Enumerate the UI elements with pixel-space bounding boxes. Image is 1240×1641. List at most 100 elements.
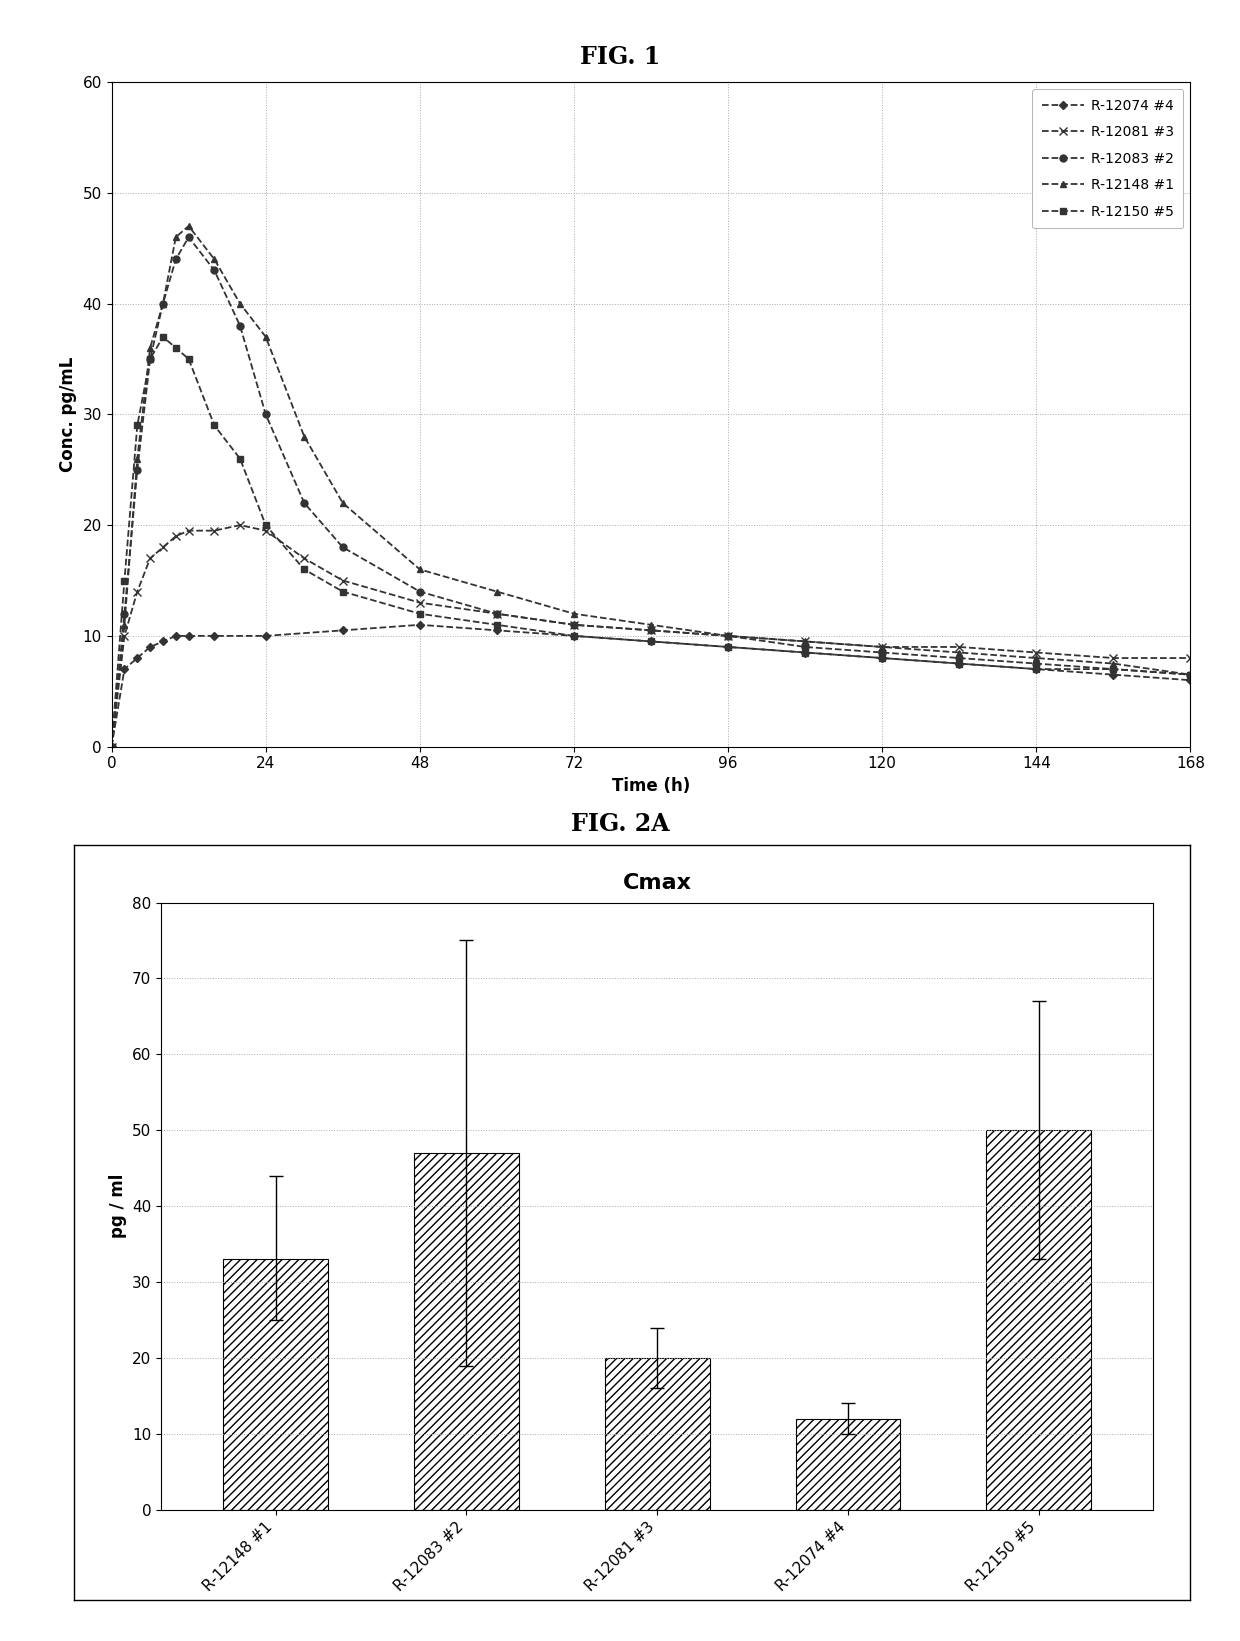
R-12148 #1 (1183, 665, 1198, 684)
Text: FIG. 1: FIG. 1 (580, 46, 660, 69)
R-12083 #2 (296, 492, 311, 512)
R-12081 #3 (874, 637, 889, 656)
R-12083 #2 (1106, 660, 1121, 679)
R-12148 #1 (335, 492, 350, 512)
R-12074 #4 (720, 637, 735, 656)
R-12148 #1 (720, 625, 735, 645)
R-12074 #4 (413, 615, 428, 635)
R-12150 #5 (233, 448, 248, 469)
R-12083 #2 (181, 226, 196, 246)
R-12083 #2 (104, 737, 119, 757)
R-12081 #3 (155, 538, 170, 558)
R-12148 #1 (130, 448, 145, 469)
Y-axis label: Conc. pg/mL: Conc. pg/mL (60, 356, 77, 473)
R-12083 #2 (1183, 665, 1198, 684)
R-12074 #4 (155, 632, 170, 651)
R-12083 #2 (117, 604, 131, 624)
R-12074 #4 (130, 648, 145, 668)
Bar (605, 1359, 709, 1510)
R-12074 #4 (1106, 665, 1121, 684)
R-12074 #4 (335, 620, 350, 640)
R-12150 #5 (169, 338, 184, 358)
R-12074 #4 (117, 660, 131, 679)
R-12148 #1 (233, 294, 248, 313)
R-12148 #1 (207, 249, 222, 269)
R-12074 #4 (874, 648, 889, 668)
R-12074 #4 (104, 737, 119, 757)
R-12083 #2 (952, 648, 967, 668)
R-12081 #3 (413, 592, 428, 612)
R-12081 #3 (335, 571, 350, 591)
R-12074 #4 (1183, 670, 1198, 689)
R-12150 #5 (130, 415, 145, 435)
Line: R-12148 #1: R-12148 #1 (108, 223, 1194, 750)
R-12148 #1 (296, 427, 311, 446)
R-12074 #4 (644, 632, 658, 651)
R-12083 #2 (490, 604, 505, 624)
Bar (796, 1418, 900, 1510)
R-12148 #1 (567, 604, 582, 624)
R-12074 #4 (567, 625, 582, 645)
R-12150 #5 (155, 327, 170, 346)
R-12083 #2 (233, 315, 248, 335)
R-12083 #2 (720, 625, 735, 645)
R-12150 #5 (296, 560, 311, 579)
R-12150 #5 (567, 625, 582, 645)
R-12150 #5 (644, 632, 658, 651)
R-12150 #5 (207, 415, 222, 435)
Bar (986, 1131, 1091, 1510)
R-12081 #3 (567, 615, 582, 635)
R-12150 #5 (490, 615, 505, 635)
R-12150 #5 (952, 653, 967, 673)
R-12081 #3 (490, 604, 505, 624)
Line: R-12083 #2: R-12083 #2 (108, 233, 1194, 750)
R-12081 #3 (143, 548, 157, 568)
R-12150 #5 (143, 350, 157, 369)
R-12083 #2 (874, 643, 889, 663)
R-12083 #2 (1029, 653, 1044, 673)
R-12081 #3 (130, 581, 145, 601)
R-12083 #2 (130, 459, 145, 479)
R-12083 #2 (413, 581, 428, 601)
Bar (223, 1259, 329, 1510)
R-12081 #3 (1106, 648, 1121, 668)
Title: Cmax: Cmax (622, 873, 692, 893)
R-12081 #3 (296, 548, 311, 568)
R-12083 #2 (335, 538, 350, 558)
Y-axis label: pg / ml: pg / ml (109, 1173, 126, 1239)
Line: R-12074 #4: R-12074 #4 (109, 622, 1193, 750)
R-12081 #3 (720, 625, 735, 645)
R-12148 #1 (169, 226, 184, 246)
R-12148 #1 (1106, 653, 1121, 673)
R-12081 #3 (644, 620, 658, 640)
R-12150 #5 (335, 581, 350, 601)
Line: R-12081 #3: R-12081 #3 (108, 520, 1194, 752)
R-12150 #5 (797, 643, 812, 663)
R-12081 #3 (797, 632, 812, 651)
R-12150 #5 (258, 515, 273, 535)
R-12083 #2 (797, 637, 812, 656)
R-12150 #5 (413, 604, 428, 624)
R-12083 #2 (207, 261, 222, 281)
R-12148 #1 (258, 327, 273, 346)
R-12081 #3 (258, 520, 273, 540)
R-12074 #4 (1029, 660, 1044, 679)
R-12150 #5 (1183, 665, 1198, 684)
R-12150 #5 (874, 648, 889, 668)
Text: FIG. 2A: FIG. 2A (570, 812, 670, 835)
R-12083 #2 (567, 615, 582, 635)
R-12081 #3 (952, 637, 967, 656)
X-axis label: Time (h): Time (h) (611, 776, 691, 794)
R-12148 #1 (413, 560, 428, 579)
R-12148 #1 (181, 217, 196, 236)
R-12083 #2 (169, 249, 184, 269)
R-12081 #3 (1029, 643, 1044, 663)
R-12074 #4 (207, 625, 222, 645)
R-12081 #3 (1183, 648, 1198, 668)
R-12074 #4 (169, 625, 184, 645)
R-12074 #4 (797, 643, 812, 663)
R-12081 #3 (233, 515, 248, 535)
R-12150 #5 (181, 350, 196, 369)
R-12074 #4 (143, 637, 157, 656)
R-12148 #1 (117, 615, 131, 635)
